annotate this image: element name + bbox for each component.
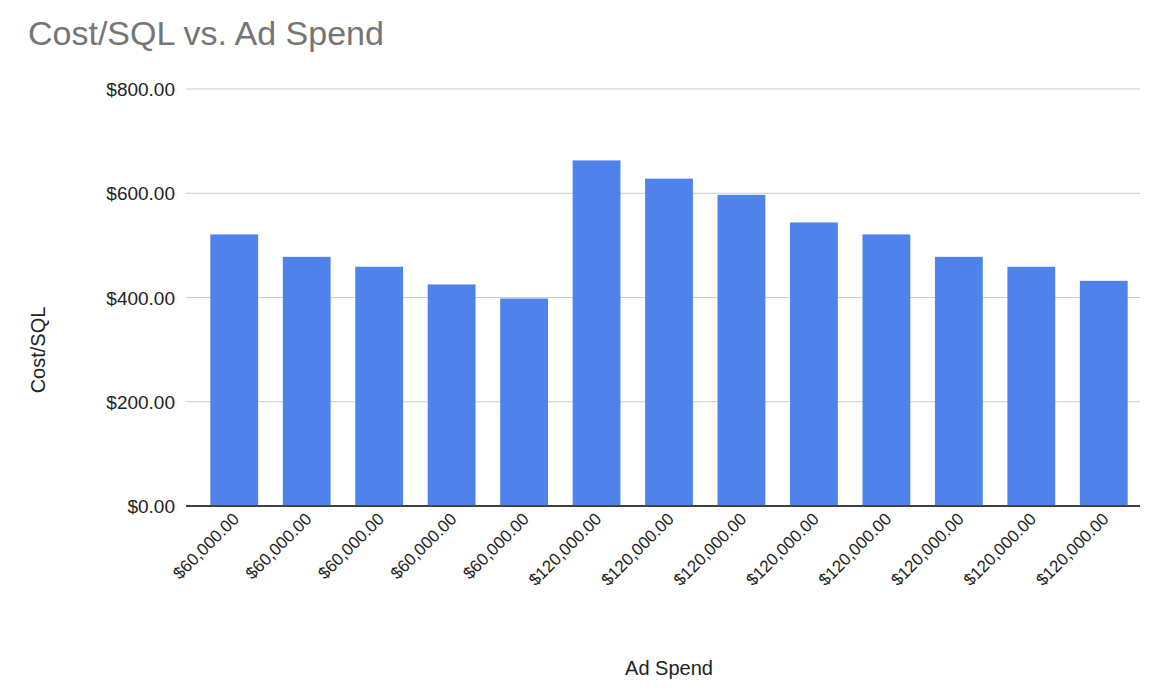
y-tick-label: $800.00	[106, 79, 175, 100]
x-tick-label: $60,000.00	[387, 509, 461, 583]
chart-container: Cost/SQL vs. Ad Spend $0.00 $200.00 $400.00…	[0, 0, 1162, 696]
bar	[428, 284, 476, 506]
x-tick-label: $60,000.00	[169, 509, 243, 583]
x-tick-label: $120,000.00	[742, 509, 822, 589]
bar	[718, 195, 766, 506]
title: Cost/SQL vs. Ad Spend	[28, 14, 384, 52]
x-tick-label: $120,000.00	[815, 509, 895, 589]
x-axis-label: Ad Spend	[625, 657, 713, 679]
grid-line	[186, 505, 1140, 507]
x-tick-label: $60,000.00	[459, 509, 533, 583]
bar	[573, 160, 621, 506]
grid-line	[186, 89, 1140, 90]
bar	[210, 234, 258, 506]
y-tick-label: $400.00	[106, 288, 175, 309]
x-tick-label: $120,000.00	[960, 509, 1040, 589]
bar	[355, 267, 403, 506]
y-tick-label: $0.00	[127, 496, 175, 517]
x-tick-label: $120,000.00	[670, 509, 750, 589]
x-axis-line	[186, 505, 1140, 507]
bar	[283, 257, 331, 506]
x-tick-label: $60,000.00	[242, 509, 316, 583]
bar	[790, 222, 838, 506]
bar	[500, 299, 548, 506]
chart-svg: Cost/SQL vs. Ad Spend $0.00 $200.00 $400.00…	[0, 0, 1162, 696]
x-tick-label: $120,000.00	[525, 509, 605, 589]
x-tick-label: $120,000.00	[598, 509, 678, 589]
bar	[862, 234, 910, 506]
bar	[1080, 281, 1128, 506]
bar	[1007, 267, 1055, 506]
x-tick-label: $120,000.00	[887, 509, 967, 589]
bars	[210, 160, 1127, 506]
y-tick-label: $200.00	[106, 392, 175, 413]
bar	[935, 257, 983, 506]
y-axis-label: Cost/SQL	[27, 307, 49, 394]
x-tick-label: $60,000.00	[314, 509, 388, 583]
bar	[645, 179, 693, 506]
y-tick-label: $600.00	[106, 183, 175, 204]
x-tick-label: $120,000.00	[1032, 509, 1112, 589]
